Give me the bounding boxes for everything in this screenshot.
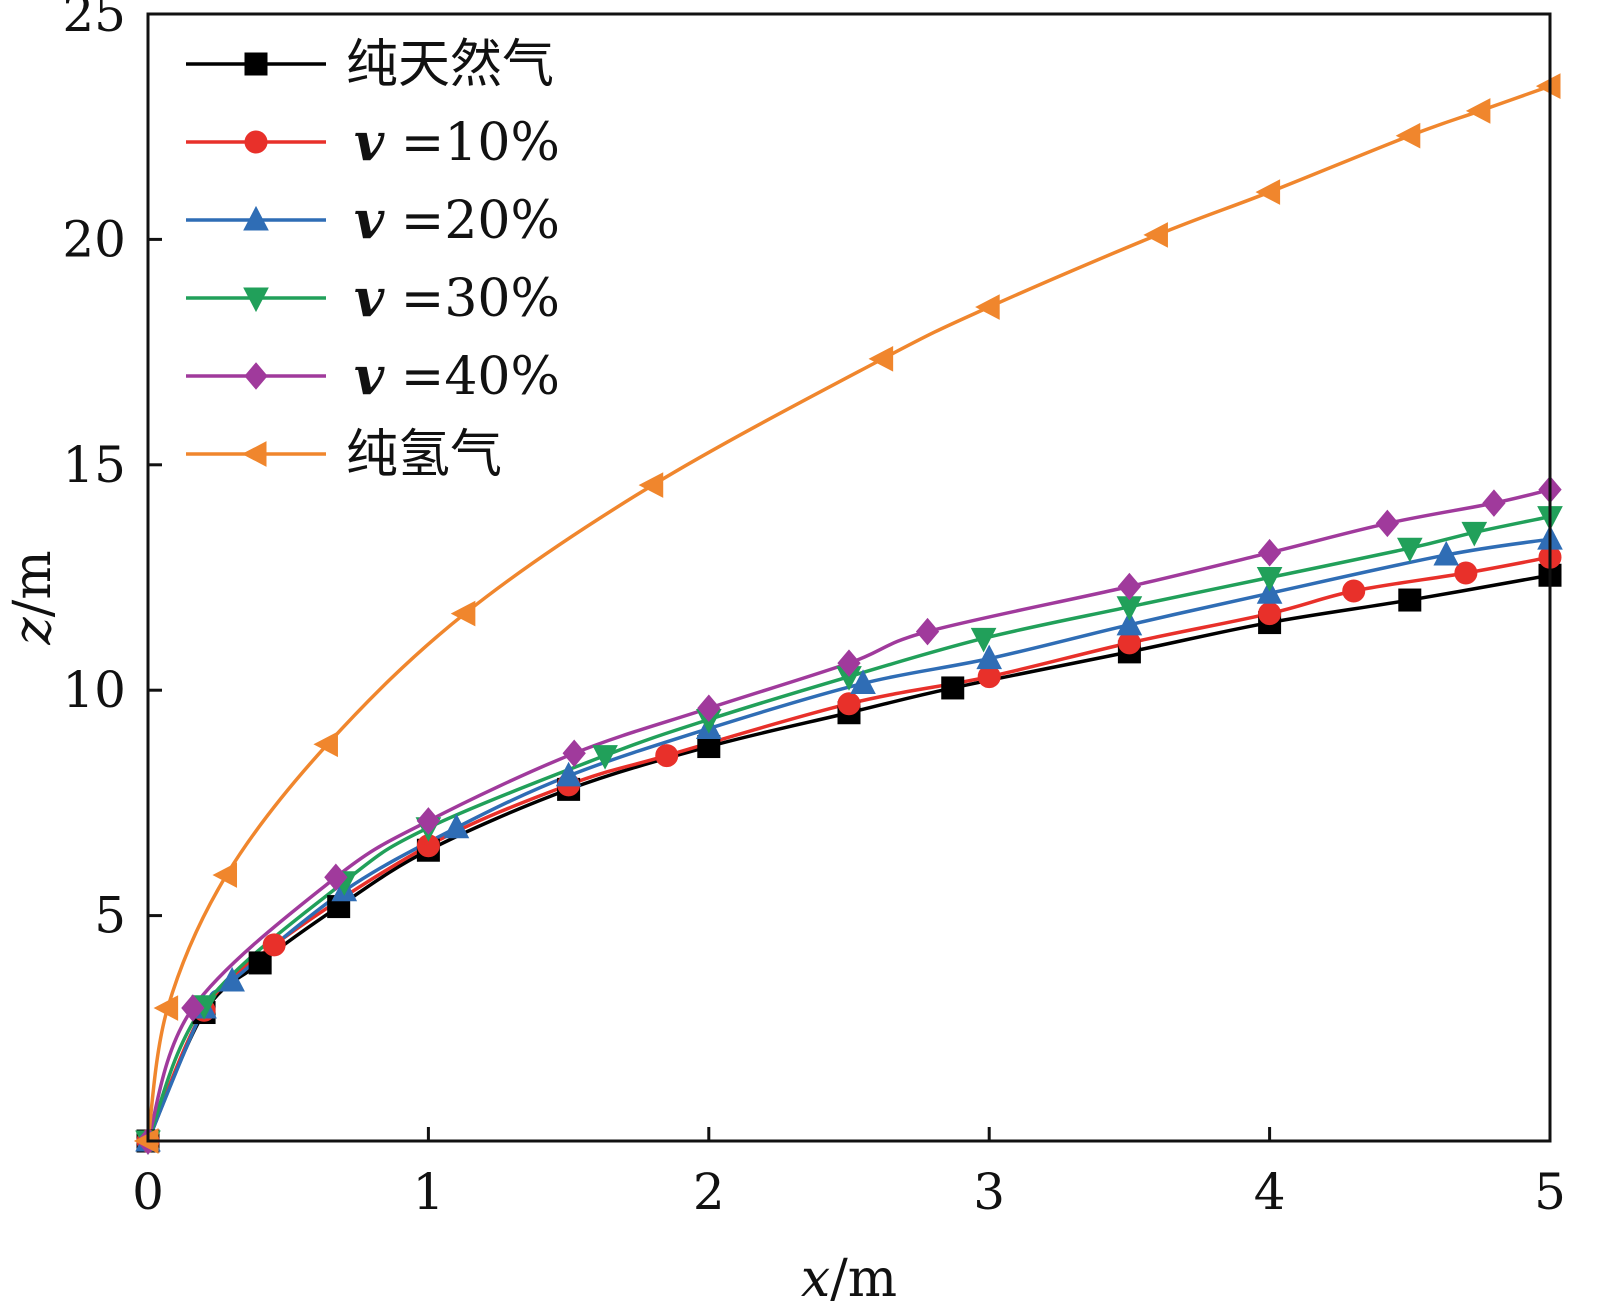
legend-label: v =10%: [354, 112, 560, 173]
series-4-point: [1117, 572, 1142, 601]
legend-label-text: 纯氢气: [346, 425, 502, 485]
legend-swatch-marker: [243, 287, 269, 313]
series-line-3: [146, 514, 1551, 1142]
x-axis-unit: /m: [830, 1249, 897, 1307]
y-tick-label: 10: [62, 661, 126, 719]
x-tick-label: 2: [693, 1163, 725, 1221]
x-tick-label: 5: [1534, 1163, 1566, 1221]
legend-swatch-marker: [244, 130, 268, 154]
series-4-point: [416, 807, 441, 835]
legend-label: 纯天然气: [346, 35, 554, 95]
x-tick-label: 4: [1254, 1163, 1286, 1221]
x-axis-var: x: [801, 1249, 830, 1307]
series-2-point: [1116, 610, 1143, 636]
series-0-point: [1398, 588, 1422, 612]
series-1-point: [655, 744, 679, 768]
plot-frame: [146, 12, 1552, 1143]
series-5-point: [1465, 98, 1491, 124]
series-4-point: [324, 863, 348, 892]
series-1-point: [1258, 602, 1282, 626]
legend-label: v =30%: [354, 268, 560, 329]
series-2-point: [976, 644, 1003, 670]
series-1-point: [837, 692, 861, 716]
y-axis-title: z/m: [3, 550, 63, 645]
x-tick-label: 0: [132, 1163, 164, 1221]
series-markers: [133, 73, 1563, 1156]
series-5-point: [313, 731, 338, 758]
y-axis-var: z: [3, 617, 63, 646]
series-0-point: [941, 676, 965, 700]
series-2-point: [1433, 540, 1460, 566]
series-2-point: [555, 761, 582, 787]
legend-label-var: v: [354, 268, 385, 329]
y-tick-label: 20: [62, 210, 126, 268]
legend-label-var: v: [354, 190, 385, 251]
series-1-point: [262, 933, 286, 957]
series-3-point: [592, 745, 618, 770]
series-3-point: [1461, 521, 1488, 547]
series-5-point: [975, 294, 1000, 320]
series-5-point: [638, 472, 664, 498]
series-4-point: [697, 694, 721, 723]
x-axis-title: x/m: [801, 1249, 897, 1307]
series-3-point: [1396, 537, 1423, 563]
legend-item: v =20%: [186, 190, 560, 251]
x-axis-ticks: 0 1 2 3 4 5: [132, 1127, 1566, 1221]
legend-item: 纯氢气: [186, 425, 502, 485]
legend-label: v =20%: [354, 190, 560, 251]
series-2-point: [850, 669, 876, 694]
y-axis-unit: /m: [3, 550, 63, 617]
series-3-point: [970, 627, 997, 653]
series-5-point: [1255, 179, 1281, 205]
series-4-point: [837, 649, 861, 677]
legend-label-text: =30%: [384, 269, 560, 329]
legend-item: 纯天然气: [186, 35, 554, 95]
legend-label-text: =10%: [384, 113, 560, 173]
series-5-point: [1143, 222, 1168, 248]
series-5-point: [868, 346, 894, 372]
x-tick-label: 1: [412, 1163, 444, 1221]
series-5-point: [212, 862, 238, 888]
y-axis-ticks: 5 10 15 20 25: [62, 0, 162, 945]
series-1-point: [1342, 579, 1366, 603]
legend-item: v =40%: [186, 346, 560, 407]
legend-swatch-marker: [244, 52, 268, 76]
legend-label-text: =20%: [384, 191, 560, 251]
series-3-point: [1256, 567, 1283, 592]
legend-label-text: 纯天然气: [346, 35, 554, 95]
series-0-point: [248, 951, 272, 975]
series-4-point: [562, 739, 586, 768]
y-tick-label: 15: [62, 436, 126, 494]
series-5-point: [450, 600, 476, 627]
legend-label: v =40%: [354, 346, 560, 407]
series-2-point: [1256, 579, 1283, 604]
x-tick-label: 3: [973, 1163, 1005, 1221]
series-line-1: [146, 555, 1551, 1142]
series-4-point: [1482, 489, 1506, 517]
legend-item: v =10%: [186, 112, 560, 173]
legend-label: 纯氢气: [346, 425, 502, 485]
legend-swatch-marker: [243, 205, 269, 231]
series-line-4: [146, 487, 1551, 1142]
y-tick-label: 5: [94, 887, 126, 945]
series-4-point: [181, 994, 205, 1022]
legend-label-var: v: [354, 346, 385, 407]
series-line-2: [146, 537, 1551, 1142]
legend-swatch-marker: [244, 362, 268, 390]
series-2-point: [219, 966, 245, 992]
series-2-point: [443, 813, 470, 839]
series-5-point: [1395, 122, 1421, 149]
series-4-point: [1257, 538, 1282, 567]
y-tick-label: 25: [62, 0, 126, 43]
legend-label-var: v: [354, 112, 385, 173]
legend-item: v =30%: [186, 268, 560, 329]
series-5-point: [153, 995, 179, 1021]
series-4-point: [1375, 509, 1400, 538]
series-1-point: [1454, 561, 1478, 585]
legend-label-text: =40%: [384, 347, 560, 407]
legend-swatch-marker: [241, 441, 267, 467]
series-4-point: [915, 617, 940, 646]
